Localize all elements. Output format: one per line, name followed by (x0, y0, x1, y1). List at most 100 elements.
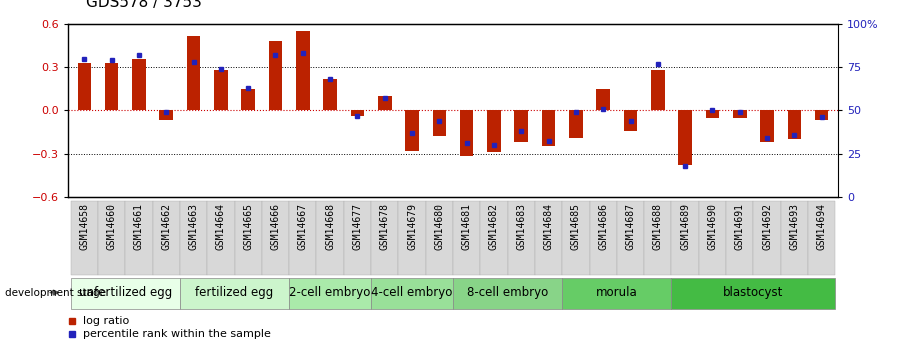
Text: GSM14687: GSM14687 (625, 203, 635, 250)
Bar (679, 110, 692, 165)
Bar (316, 201, 343, 275)
Bar (617, 201, 644, 275)
Bar (78, 63, 92, 110)
Bar (644, 201, 671, 275)
Bar (180, 201, 207, 275)
Text: GSM14694: GSM14694 (816, 203, 826, 250)
Text: GSM14684: GSM14684 (544, 203, 554, 250)
Bar (214, 70, 227, 110)
Bar (563, 201, 590, 275)
Text: 4-cell embryo: 4-cell embryo (371, 286, 453, 299)
Bar (399, 201, 426, 275)
Bar (343, 201, 371, 275)
Bar (262, 201, 289, 275)
Bar (569, 110, 583, 138)
Bar (671, 201, 699, 275)
Text: fertilized egg: fertilized egg (196, 286, 274, 299)
Bar (71, 278, 180, 309)
Bar (405, 110, 419, 151)
Bar (432, 110, 446, 136)
Bar (781, 201, 808, 275)
Bar (269, 41, 283, 110)
Bar (733, 110, 747, 118)
Text: GDS578 / 3753: GDS578 / 3753 (86, 0, 202, 10)
Bar (507, 201, 535, 275)
Bar (71, 201, 98, 275)
Bar (460, 110, 474, 156)
Text: GSM14689: GSM14689 (680, 203, 690, 250)
Bar (515, 110, 528, 142)
Text: GSM14662: GSM14662 (161, 203, 171, 250)
Text: percentile rank within the sample: percentile rank within the sample (83, 329, 271, 339)
Text: GSM14682: GSM14682 (489, 203, 499, 250)
Bar (542, 110, 555, 146)
Text: GSM14685: GSM14685 (571, 203, 581, 250)
Text: development stage: development stage (5, 288, 105, 297)
Bar (453, 278, 563, 309)
Text: GSM14680: GSM14680 (434, 203, 444, 250)
Bar (808, 201, 835, 275)
Bar (105, 63, 119, 110)
Bar (235, 201, 262, 275)
Bar (323, 79, 337, 110)
Bar (651, 70, 665, 110)
Text: GSM14690: GSM14690 (708, 203, 718, 250)
Bar (289, 201, 316, 275)
Text: GSM14664: GSM14664 (216, 203, 226, 250)
Text: GSM14688: GSM14688 (653, 203, 663, 250)
Bar (590, 201, 617, 275)
Text: blastocyst: blastocyst (723, 286, 784, 299)
Bar (535, 201, 563, 275)
Bar (132, 59, 146, 110)
Text: GSM14660: GSM14660 (107, 203, 117, 250)
Text: GSM14692: GSM14692 (762, 203, 772, 250)
Bar (814, 110, 828, 120)
Text: 2-cell embryo: 2-cell embryo (289, 286, 371, 299)
Bar (487, 110, 501, 152)
Bar (426, 201, 453, 275)
Bar (760, 110, 774, 142)
Text: GSM14661: GSM14661 (134, 203, 144, 250)
Bar (699, 201, 726, 275)
Bar (480, 201, 507, 275)
Text: GSM14693: GSM14693 (789, 203, 799, 250)
Bar (187, 36, 200, 110)
Bar (453, 201, 480, 275)
Text: GSM14681: GSM14681 (462, 203, 472, 250)
Bar (623, 110, 637, 130)
Text: log ratio: log ratio (83, 316, 130, 326)
Text: GSM14668: GSM14668 (325, 203, 335, 250)
Text: morula: morula (596, 286, 638, 299)
Bar (351, 110, 364, 116)
Bar (180, 278, 289, 309)
Bar (726, 201, 754, 275)
Bar (563, 278, 671, 309)
Text: unfertilized egg: unfertilized egg (79, 286, 172, 299)
Bar (671, 278, 835, 309)
Bar (787, 110, 801, 139)
Text: GSM14666: GSM14666 (271, 203, 281, 250)
Text: GSM14663: GSM14663 (188, 203, 198, 250)
Bar (706, 110, 719, 118)
Text: 8-cell embryo: 8-cell embryo (467, 286, 548, 299)
Bar (241, 89, 255, 110)
Bar (125, 201, 152, 275)
Bar (98, 201, 125, 275)
Bar (378, 96, 391, 110)
Bar (159, 110, 173, 120)
Bar (289, 278, 371, 309)
Text: GSM14665: GSM14665 (243, 203, 253, 250)
Bar (152, 201, 180, 275)
Text: GSM14679: GSM14679 (407, 203, 417, 250)
Text: GSM14658: GSM14658 (80, 203, 90, 250)
Text: GSM14678: GSM14678 (380, 203, 390, 250)
Text: GSM14686: GSM14686 (598, 203, 608, 250)
Bar (296, 31, 310, 110)
Text: GSM14677: GSM14677 (352, 203, 362, 250)
Text: GSM14667: GSM14667 (298, 203, 308, 250)
Text: GSM14691: GSM14691 (735, 203, 745, 250)
Bar (371, 201, 399, 275)
Bar (596, 89, 610, 110)
Bar (754, 201, 781, 275)
Bar (207, 201, 235, 275)
